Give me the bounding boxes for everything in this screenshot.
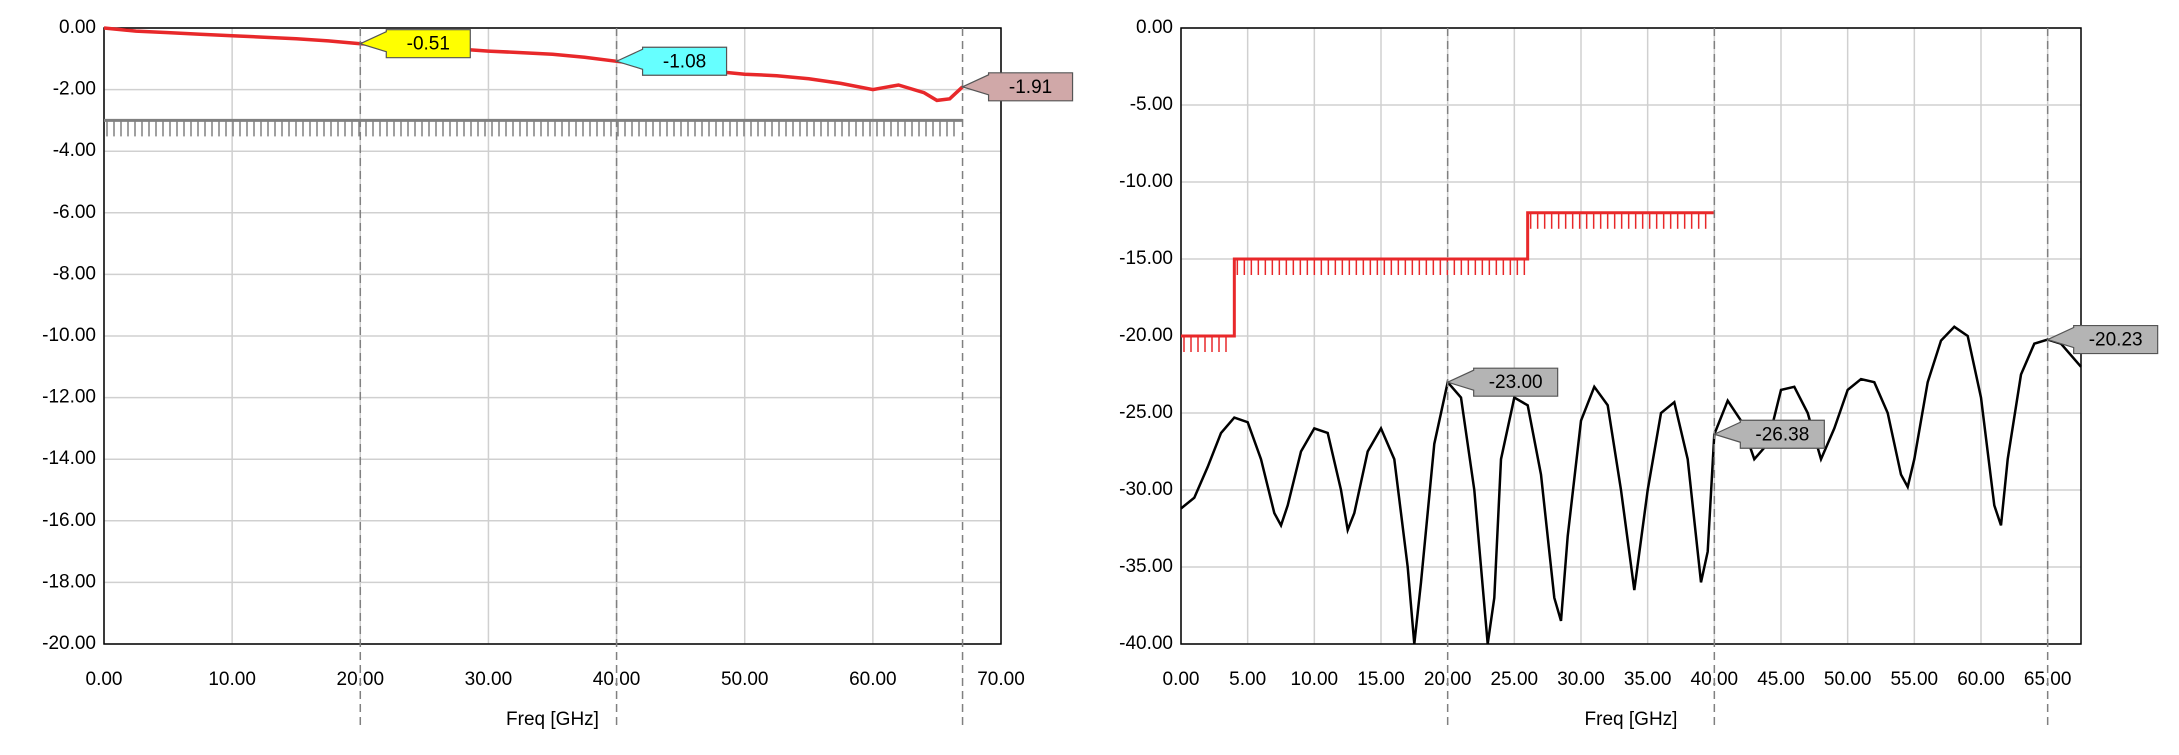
x-tick-label: 45.00: [1757, 669, 1805, 690]
x-tick-label: 60.00: [1957, 669, 2005, 690]
x-axis-label: Freq [GHz]: [1585, 709, 1678, 730]
x-tick-label: 10.00: [1291, 669, 1339, 690]
marker-callout: [614, 46, 728, 76]
marker-label: -20.23: [2089, 330, 2143, 351]
marker-label: -23.00: [1489, 372, 1543, 393]
x-tick-label: 55.00: [1891, 669, 1939, 690]
y-tick-label: -10.00: [1119, 171, 1173, 192]
trace: [103, 26, 964, 103]
marker-callout: [960, 72, 1074, 102]
x-tick-label: 30.00: [1557, 669, 1605, 690]
x-tick-label: 0.00: [1163, 669, 1200, 690]
x-tick-label: 15.00: [1357, 669, 1405, 690]
marker-label: -26.38: [1755, 424, 1809, 445]
x-tick-label: 25.00: [1491, 669, 1539, 690]
y-tick-label: -5.00: [1130, 94, 1173, 115]
y-tick-label: -18.00: [42, 571, 96, 592]
y-tick-label: -20.00: [42, 633, 96, 654]
marker-callout: [2045, 324, 2159, 355]
x-tick-label: 10.00: [208, 669, 256, 690]
x-tick-label: 0.00: [86, 669, 123, 690]
marker-label: -1.08: [663, 51, 706, 72]
y-tick-label: -40.00: [1119, 633, 1173, 654]
x-tick-label: 35.00: [1624, 669, 1672, 690]
y-tick-label: -25.00: [1119, 402, 1173, 423]
y-tick-label: 0.00: [1136, 17, 1173, 38]
y-tick-label: -15.00: [1119, 248, 1173, 269]
marker-label: -1.91: [1009, 77, 1052, 98]
marker-label: -0.51: [407, 34, 450, 55]
y-tick-label: -30.00: [1119, 479, 1173, 500]
marker-callout: [1445, 367, 1559, 397]
y-tick-label: -12.00: [42, 387, 96, 408]
y-tick-label: -6.00: [53, 202, 96, 223]
y-tick-label: 0.00: [59, 17, 96, 38]
x-tick-label: 50.00: [1824, 669, 1872, 690]
y-tick-label: -20.00: [1119, 325, 1173, 346]
limit-line: [1181, 211, 1715, 338]
x-tick-label: 50.00: [721, 669, 769, 690]
y-tick-label: -16.00: [42, 510, 96, 531]
y-tick-label: -14.00: [42, 448, 96, 469]
y-tick-label: -2.00: [53, 79, 96, 100]
x-tick-label: 30.00: [465, 669, 513, 690]
y-tick-label: -10.00: [42, 325, 96, 346]
y-tick-label: -8.00: [53, 263, 96, 284]
x-tick-label: 5.00: [1229, 669, 1266, 690]
x-axis-label: Freq [GHz]: [506, 709, 599, 730]
marker-callout: [1712, 419, 1825, 449]
x-tick-label: 60.00: [849, 669, 897, 690]
trace: [1180, 325, 2082, 645]
marker-callout: [358, 29, 471, 59]
x-tick-label: 70.00: [977, 669, 1025, 690]
y-tick-label: -35.00: [1119, 556, 1173, 577]
y-tick-label: -4.00: [53, 140, 96, 161]
plot-frame: [103, 27, 1002, 645]
